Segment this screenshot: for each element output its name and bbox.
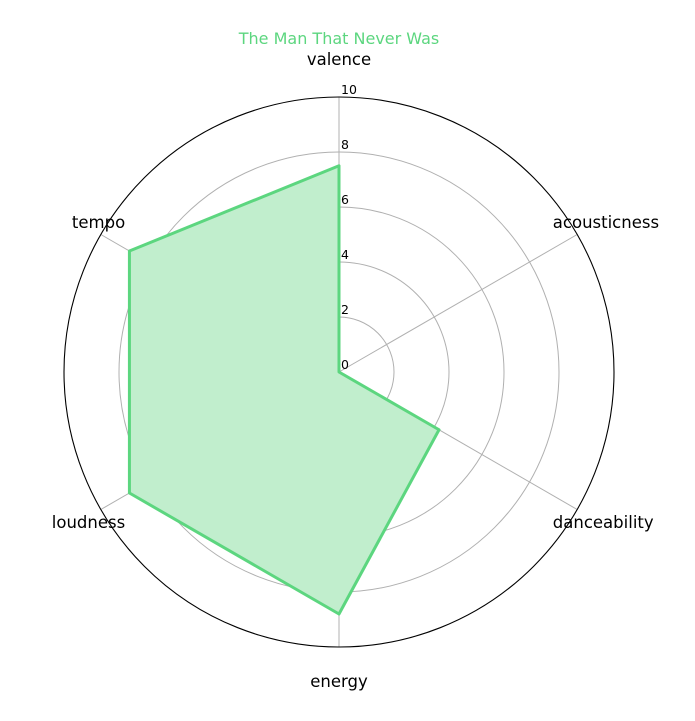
outer-frame (63, 96, 615, 648)
tick-label: 6 (341, 192, 349, 207)
series-layer (127, 164, 441, 616)
axis-label-tempo: tempo (72, 213, 125, 232)
tick-label: 8 (341, 137, 349, 152)
tick-label: 0 (341, 357, 349, 372)
radial-tick-labels: 0 2 4 6 8 10 (341, 82, 357, 372)
axis-label-loudness: loudness (52, 513, 125, 532)
axis-spoke (338, 234, 578, 373)
tick-label: 4 (341, 247, 349, 262)
series-area (129, 165, 440, 614)
axis-label-acousticness: acousticness (553, 213, 659, 232)
axis-label-valence: valence (307, 50, 371, 69)
outer-circle (63, 96, 615, 648)
tick-label: 10 (341, 82, 357, 97)
axis-labels: valence acousticness danceability energy lou… (52, 50, 659, 691)
chart-title: The Man That Never Was (238, 29, 439, 48)
axis-label-energy: energy (310, 672, 368, 691)
axis-label-danceability: danceability (553, 513, 654, 532)
tick-label: 2 (341, 302, 349, 317)
